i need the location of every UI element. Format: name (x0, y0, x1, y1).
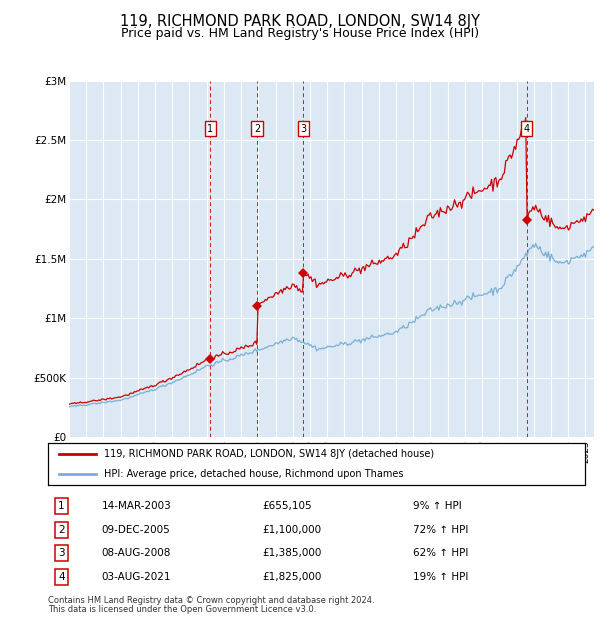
Text: 119, RICHMOND PARK ROAD, LONDON, SW14 8JY (detached house): 119, RICHMOND PARK ROAD, LONDON, SW14 8J… (104, 450, 434, 459)
Text: This data is licensed under the Open Government Licence v3.0.: This data is licensed under the Open Gov… (48, 605, 316, 614)
Text: Contains HM Land Registry data © Crown copyright and database right 2024.: Contains HM Land Registry data © Crown c… (48, 596, 374, 606)
Text: £1,825,000: £1,825,000 (263, 572, 322, 582)
Text: £655,105: £655,105 (263, 501, 313, 511)
Text: 4: 4 (524, 124, 530, 134)
Text: 4: 4 (58, 572, 65, 582)
Text: 62% ↑ HPI: 62% ↑ HPI (413, 548, 469, 558)
Text: 08-AUG-2008: 08-AUG-2008 (102, 548, 171, 558)
Text: 19% ↑ HPI: 19% ↑ HPI (413, 572, 469, 582)
Text: 3: 3 (58, 548, 65, 558)
Text: 72% ↑ HPI: 72% ↑ HPI (413, 525, 469, 534)
Text: 9% ↑ HPI: 9% ↑ HPI (413, 501, 462, 511)
Text: 3: 3 (300, 124, 306, 134)
Text: 14-MAR-2003: 14-MAR-2003 (102, 501, 172, 511)
Text: Price paid vs. HM Land Registry's House Price Index (HPI): Price paid vs. HM Land Registry's House … (121, 27, 479, 40)
Text: 1: 1 (58, 501, 65, 511)
Text: 2: 2 (254, 124, 260, 134)
Text: 03-AUG-2021: 03-AUG-2021 (102, 572, 171, 582)
Text: 09-DEC-2005: 09-DEC-2005 (102, 525, 170, 534)
Text: HPI: Average price, detached house, Richmond upon Thames: HPI: Average price, detached house, Rich… (104, 469, 404, 479)
Text: 2: 2 (58, 525, 65, 534)
Text: 119, RICHMOND PARK ROAD, LONDON, SW14 8JY: 119, RICHMOND PARK ROAD, LONDON, SW14 8J… (120, 14, 480, 29)
Text: 1: 1 (207, 124, 213, 134)
Text: £1,100,000: £1,100,000 (263, 525, 322, 534)
Text: £1,385,000: £1,385,000 (263, 548, 322, 558)
